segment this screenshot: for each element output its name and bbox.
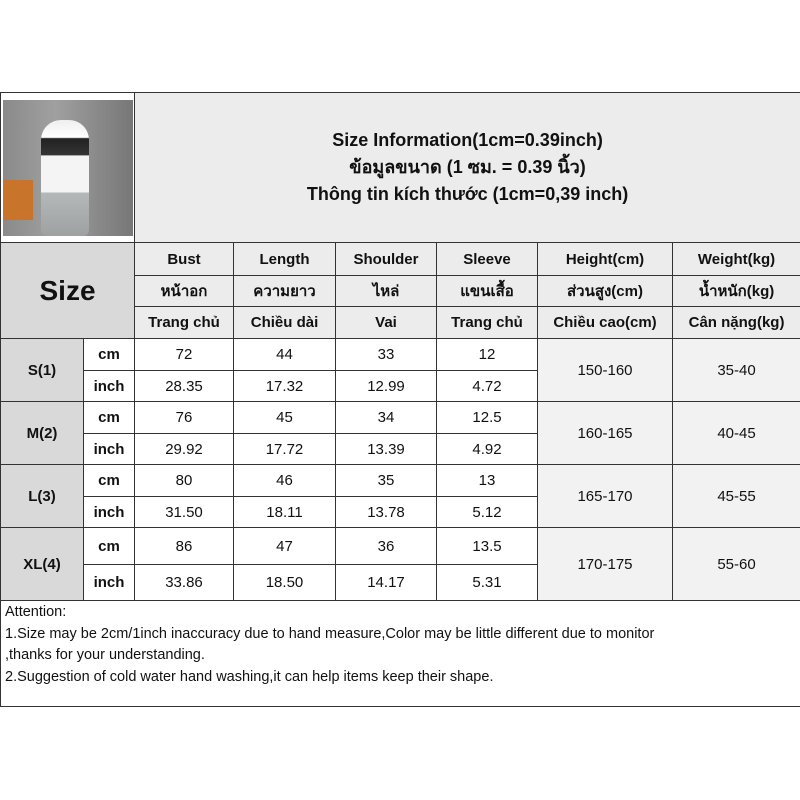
unit-cm: cm [83,527,135,565]
height-range: 170-175 [537,527,673,601]
weight-range: 40-45 [671,401,800,465]
cm-value: 12 [436,338,538,371]
size-name: L(3) [0,464,84,528]
unit-inch: inch [83,496,135,528]
col-bust-th: หน้าอก [134,275,234,307]
size-row-inch: inch 28.35 17.32 12.99 4.72 [1,370,800,402]
size-row-cm: L(3) cm 80 46 35 13 165-170 45-55 [0,464,800,528]
col-length-en: Length [233,242,336,276]
col-sleeve-th: แขนเสื้อ [436,275,538,307]
note-2: 2.Suggestion of cold water hand washing,… [5,668,494,685]
col-sleeve-en: Sleeve [436,242,538,276]
cm-value: 72 [134,338,234,371]
size-row-inch: inch 29.92 17.72 13.39 4.92 [1,433,800,465]
size-row-inch: inch 31.50 18.11 13.78 5.12 [1,496,800,528]
inch-value: 13.39 [335,433,437,465]
inch-value: 4.72 [436,370,538,402]
height-range: 165-170 [537,464,673,528]
cm-value: 46 [233,464,336,497]
inch-value: 5.31 [436,564,538,601]
size-name: XL(4) [0,527,84,601]
note-1-cont: ,thanks for your understanding. [5,647,205,663]
cm-value: 12.5 [436,401,538,434]
size-info-title: Size Information(1cm=0.39inch) ข้อมูลขนา… [133,92,800,243]
attention-notes: Attention: 1.Size may be 2cm/1inch inacc… [0,600,800,707]
inch-value: 29.92 [134,433,234,465]
cm-value: 35 [335,464,437,497]
title-th: ข้อมูลขนาด (1 ซม. = 0.39 นิ้ว) [349,157,586,177]
note-1: 1.Size may be 2cm/1inch inaccuracy due t… [5,625,655,642]
col-shoulder-th: ไหล่ [335,275,437,307]
col-bust-en: Bust [134,242,234,276]
col-height-en: Height(cm) [537,242,673,276]
col-weight-en: Weight(kg) [671,242,800,276]
cm-value: 80 [134,464,234,497]
size-row-cm: M(2) cm 76 45 34 12.5 160-165 40-45 [0,401,800,465]
size-header: Size [0,242,135,339]
col-height-vi: Chiều cao(cm) [537,306,673,339]
cm-value: 47 [233,527,336,565]
col-bust-vi: Trang chủ [134,306,234,339]
inch-value: 33.86 [134,564,234,601]
inch-value: 13.78 [335,496,437,528]
inch-value: 18.50 [233,564,336,601]
cm-value: 44 [233,338,336,371]
weight-range: 45-55 [671,464,800,528]
inch-value: 18.11 [233,496,336,528]
inch-value: 31.50 [134,496,234,528]
cm-value: 13.5 [436,527,538,565]
inch-value: 5.12 [436,496,538,528]
inch-value: 17.32 [233,370,336,402]
inch-value: 17.72 [233,433,336,465]
product-photo [2,99,133,236]
unit-cm: cm [83,464,135,497]
cm-value: 86 [134,527,234,565]
cm-value: 76 [134,401,234,434]
size-row-cm: XL(4) cm 86 47 36 13.5 170-175 55-60 [0,527,800,601]
cm-value: 13 [436,464,538,497]
col-weight-th: น้ำหนัก(kg) [671,275,800,307]
size-name: M(2) [0,401,84,465]
height-range: 150-160 [537,338,673,402]
unit-cm: cm [83,401,135,434]
height-range: 160-165 [537,401,673,465]
size-row-cm: S(1) cm 72 44 33 12 150-160 35-40 [0,338,800,402]
cm-value: 45 [233,401,336,434]
size-row-inch: inch 33.86 18.50 14.17 5.31 [1,564,800,601]
inch-value: 4.92 [436,433,538,465]
col-sleeve-vi: Trang chủ [436,306,538,339]
cm-value: 33 [335,338,437,371]
col-shoulder-en: Shoulder [335,242,437,276]
unit-inch: inch [83,370,135,402]
col-weight-vi: Cân nặng(kg) [671,306,800,339]
col-height-th: ส่วนสูง(cm) [537,275,673,307]
unit-inch: inch [83,433,135,465]
title-en: Size Information(1cm=0.39inch) [332,130,603,150]
inch-value: 28.35 [134,370,234,402]
unit-inch: inch [83,564,135,601]
size-name: S(1) [0,338,84,402]
col-shoulder-vi: Vai [335,306,437,339]
cm-value: 36 [335,527,437,565]
cm-value: 34 [335,401,437,434]
col-length-th: ความยาว [233,275,336,307]
col-length-vi: Chiều dài [233,306,336,339]
inch-value: 14.17 [335,564,437,601]
product-photo-cell [0,92,135,243]
note-heading: Attention: [5,604,67,620]
size-chart-table: Size Information(1cm=0.39inch) ข้อมูลขนา… [0,92,800,707]
title-vi: Thông tin kích thước (1cm=0,39 inch) [306,184,629,204]
weight-range: 55-60 [671,527,800,601]
unit-cm: cm [83,338,135,371]
inch-value: 12.99 [335,370,437,402]
weight-range: 35-40 [671,338,800,402]
